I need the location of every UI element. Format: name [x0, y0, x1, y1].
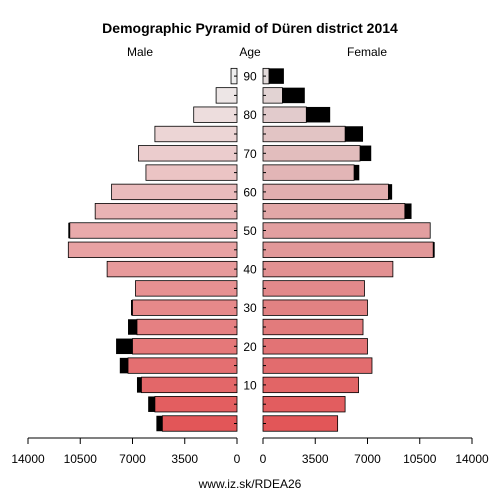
male-bar-55-59 — [94, 203, 238, 220]
female-bar-25-29 — [262, 318, 364, 336]
male-bar-65-69 — [145, 164, 238, 181]
female-label: Female — [347, 45, 387, 59]
female-bar-15-19 — [262, 357, 373, 374]
male-bar-75-79 — [154, 125, 238, 143]
axes-group: 14000 10500 7000 3500 0 0 3500 7000 10500 14000 10… — [11, 70, 489, 466]
chart-title: Demographic Pyramid of Düren district 20… — [102, 20, 398, 36]
female-bar-50-54 — [262, 222, 431, 239]
male-x-tick-label: 14000 — [11, 452, 45, 466]
male-bar-40-44 — [106, 260, 238, 278]
female-bar-10-14 — [262, 376, 359, 394]
male-bar-25-29 — [136, 318, 238, 336]
male-excess-30-34 — [131, 299, 133, 316]
footer-url[interactable]: www.iz.sk/RDEA26 — [198, 477, 302, 491]
male-bar-0-4 — [161, 415, 238, 432]
female-bar-60-64 — [262, 183, 389, 201]
male-bar-80-84 — [193, 106, 238, 123]
male-x-tick-label: 10500 — [64, 452, 98, 466]
male-bar-35-39 — [135, 280, 238, 297]
age-tick-label: 40 — [243, 263, 257, 277]
female-bar-0-4 — [262, 415, 339, 432]
female-excess-80-84 — [306, 106, 331, 123]
male-excess-0-4 — [156, 415, 163, 432]
male-excess-25-29 — [128, 319, 137, 335]
female-x-tick-label: 10500 — [403, 452, 437, 466]
female-bar-35-39 — [262, 280, 365, 297]
male-bar-5-9 — [154, 396, 238, 413]
male-bar-85-89 — [215, 87, 238, 104]
female-bar-70-74 — [262, 145, 361, 162]
female-bar-65-69 — [262, 164, 355, 181]
male-bar-20-24 — [132, 338, 238, 355]
male-bar-60-64 — [111, 183, 238, 201]
male-bar-15-19 — [127, 357, 238, 374]
female-bar-5-9 — [262, 396, 346, 413]
male-x-tick-label: 0 — [234, 452, 241, 466]
female-bar-80-84 — [262, 106, 307, 123]
female-bar-75-79 — [262, 125, 346, 143]
female-bar-30-34 — [262, 299, 368, 316]
female-bar-45-49 — [262, 241, 434, 258]
male-bar-50-54 — [69, 222, 238, 239]
age-tick-label: 20 — [243, 340, 257, 354]
female-excess-60-64 — [388, 184, 393, 200]
female-excess-70-74 — [360, 145, 372, 162]
female-excess-55-59 — [404, 203, 412, 219]
female-x-tick-label: 3500 — [302, 452, 329, 466]
age-tick-label: 10 — [243, 378, 257, 392]
female-excess-45-49 — [433, 242, 435, 258]
male-x-tick-label: 3500 — [171, 452, 198, 466]
female-bar-20-24 — [262, 338, 368, 355]
female-x-tick-label: 7000 — [354, 452, 381, 466]
male-excess-15-19 — [119, 357, 129, 374]
male-excess-5-9 — [148, 396, 155, 412]
male-bar-45-49 — [67, 241, 238, 258]
age-tick-label: 80 — [243, 108, 257, 122]
female-bar-55-59 — [262, 203, 406, 220]
bars-group — [67, 67, 435, 432]
female-excess-85-89 — [282, 87, 305, 104]
male-excess-10-14 — [136, 377, 142, 393]
age-tick-label: 50 — [243, 224, 257, 238]
female-bar-40-44 — [262, 260, 394, 278]
female-excess-75-79 — [345, 126, 364, 142]
age-tick-label: 70 — [243, 147, 257, 161]
male-bar-70-74 — [138, 145, 238, 162]
female-x-tick-label: 14000 — [455, 452, 489, 466]
age-tick-label: 90 — [243, 70, 257, 84]
female-x-tick-label: 0 — [260, 452, 267, 466]
male-bar-30-34 — [132, 299, 238, 316]
age-tick-label: 30 — [243, 301, 257, 315]
female-excess-90+ — [268, 68, 284, 84]
male-excess-20-24 — [116, 338, 133, 355]
age-tick-label: 60 — [243, 185, 257, 199]
male-x-tick-label: 7000 — [119, 452, 146, 466]
male-bar-10-14 — [141, 376, 238, 394]
age-label: Age — [239, 45, 261, 59]
male-label: Male — [127, 45, 153, 59]
male-excess-50-54 — [68, 222, 70, 239]
female-excess-65-69 — [354, 164, 360, 181]
